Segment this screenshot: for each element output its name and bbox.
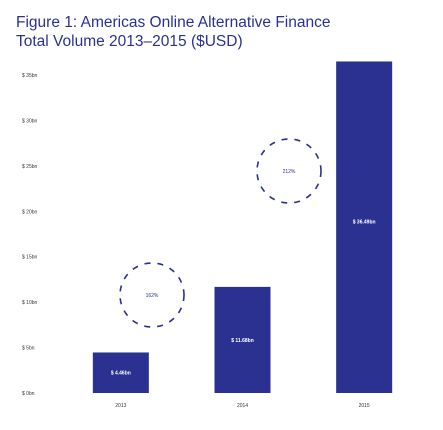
- y-tick-label: $ 10bn: [22, 300, 38, 306]
- bar-2015: [336, 61, 393, 394]
- x-tick-label: 2014: [237, 403, 248, 409]
- growth-circle: [256, 138, 322, 204]
- chart-title-line-2: Total Volume 2013–2015 ($USD): [16, 33, 243, 50]
- growth-label: 162%: [146, 293, 159, 299]
- y-tick-label: $ 20bn: [22, 209, 38, 215]
- y-tick-label: $ 15bn: [22, 255, 38, 261]
- data-label: $ 11.68bn: [231, 338, 254, 344]
- y-tick-label: $ 35bn: [22, 73, 38, 79]
- growth-label: 212%: [283, 169, 296, 175]
- bar-2014: [214, 286, 271, 393]
- data-label: $ 4.46bn: [111, 371, 131, 377]
- y-tick-label: $ 5bn: [22, 346, 35, 352]
- data-label: $ 36.49bn: [353, 219, 376, 225]
- growth-circle: [119, 262, 185, 328]
- chart-title: Figure 1: Americas Online Alternative Fi…: [16, 13, 436, 51]
- x-tick-label: 2013: [115, 403, 126, 409]
- x-tick-label: 2015: [359, 403, 370, 409]
- chart-title-line-1: Figure 1: Americas Online Alternative Fi…: [16, 14, 331, 31]
- y-tick-label: $ 25bn: [22, 164, 38, 170]
- y-tick-label: $ 30bn: [22, 118, 38, 124]
- bar-2013: [92, 352, 149, 393]
- y-tick-label: $ 0bn: [22, 391, 35, 397]
